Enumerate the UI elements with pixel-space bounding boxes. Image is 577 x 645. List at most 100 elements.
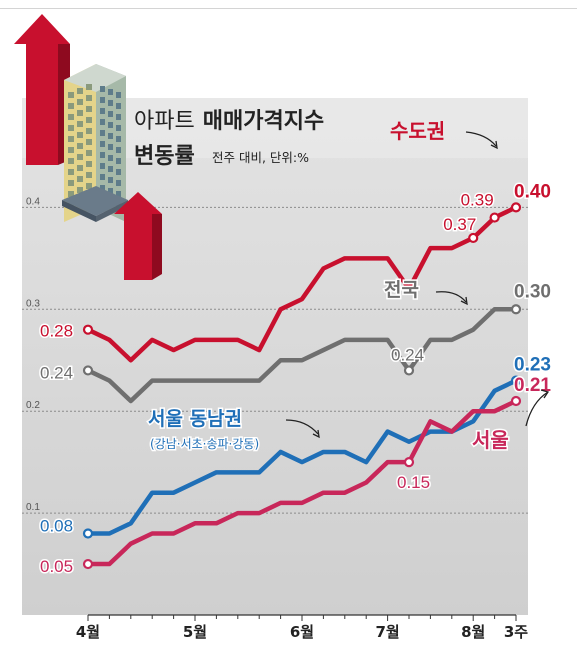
window-icon [68,180,74,186]
window-icon [116,103,121,109]
window-icon [86,106,92,112]
data-point [403,365,415,376]
window-icon [86,150,92,156]
window-icon [100,185,105,191]
data-point [510,202,522,213]
data-point [82,324,94,335]
window-icon [68,92,74,98]
window-icon [86,183,92,189]
window-icon [100,130,105,136]
series-line [85,205,519,363]
window-icon [100,86,105,92]
pointer-arrow-national [435,291,467,303]
data-point [82,558,94,570]
window-icon [77,154,83,160]
x-tick-label: 8월 [461,623,485,641]
data-label: 0.08 [40,516,73,535]
data-label: 0.28 [40,322,73,341]
window-icon [116,147,121,153]
window-icon [108,122,113,128]
data-point [510,395,522,407]
data-point [510,375,522,386]
data-point [82,528,94,539]
window-icon [108,166,113,172]
window-icon [68,103,74,109]
building-base-icon [62,200,96,222]
window-icon [86,117,92,123]
window-icon [86,172,92,178]
x-tick-label: 4월 [76,623,100,641]
window-icon [77,187,83,193]
window-icon [86,139,92,145]
data-label: 0.30 [514,281,551,302]
data-label: 0.15 [397,473,430,492]
window-icon [77,99,83,105]
y-tick-label: 0.3 [26,298,40,309]
window-icon [100,152,105,158]
window-icon [100,108,105,114]
apartment-icon [14,14,162,280]
y-tick-label: 0.1 [26,502,40,513]
window-icon [108,133,113,139]
title-line1: 아파트 매매가격지수 [134,109,324,134]
series-label-seoul: 서울 [472,428,509,452]
pointer-arrow-capital [465,131,497,147]
building-base-icon [96,200,128,222]
window-icon [86,95,92,101]
window-icon [77,176,83,182]
data-label: 0.37 [443,215,476,234]
window-icon [108,144,113,150]
window-icon [100,141,105,147]
series-sublabel-gangnam: (강남·서초·송파·강동) [150,437,259,451]
title-bold: 매매가격지수 [203,109,324,134]
window-icon [116,169,121,175]
window-icon [86,128,92,134]
data-label: 0.23 [514,355,551,376]
window-icon [116,125,121,131]
pointer-arrow-gangnam [285,419,319,435]
building-icon [64,64,126,92]
title-note: 전주 대비, 단위:% [212,150,309,165]
title-line2: 변동률 [134,144,195,169]
window-icon [86,161,92,167]
data-point [82,365,94,376]
series-label-gangnam: 서울 동남권 [148,408,242,430]
x-tick-label: 3주 [504,623,528,641]
window-icon [108,177,113,183]
pointer-arrowhead-national [460,296,468,306]
data-point [510,304,522,315]
pointer-arrowhead-capital [490,140,498,150]
red-arrow-icon [14,14,70,165]
window-icon [108,111,113,117]
window-icon [108,188,113,194]
top-rule [0,8,577,9]
data-label: 0.05 [40,557,73,576]
window-icon [77,132,83,138]
y-tick-label: 0.2 [26,400,40,411]
window-icon [116,180,121,186]
window-icon [77,165,83,171]
window-icon [116,158,121,164]
series-label-capital: 수도권 [390,119,445,143]
window-icon [116,114,121,120]
series-line [85,307,519,404]
window-icon [108,100,113,106]
y-tick-label: 0.4 [26,196,40,207]
data-label: 0.24 [391,345,424,364]
pointer-arrowhead-seoul [540,389,550,399]
window-icon [68,125,74,131]
data-label: 0.24 [40,363,73,382]
window-icon [100,97,105,103]
window-icon [68,136,74,142]
window-icon [100,163,105,169]
data-label: 0.39 [461,191,494,210]
window-icon [108,155,113,161]
window-icon [116,136,121,142]
window-icon [68,158,74,164]
window-icon [77,110,83,116]
series-line [85,378,519,536]
window-icon [116,191,121,197]
window-icon [77,143,83,149]
x-tick-label: 7월 [375,623,399,641]
